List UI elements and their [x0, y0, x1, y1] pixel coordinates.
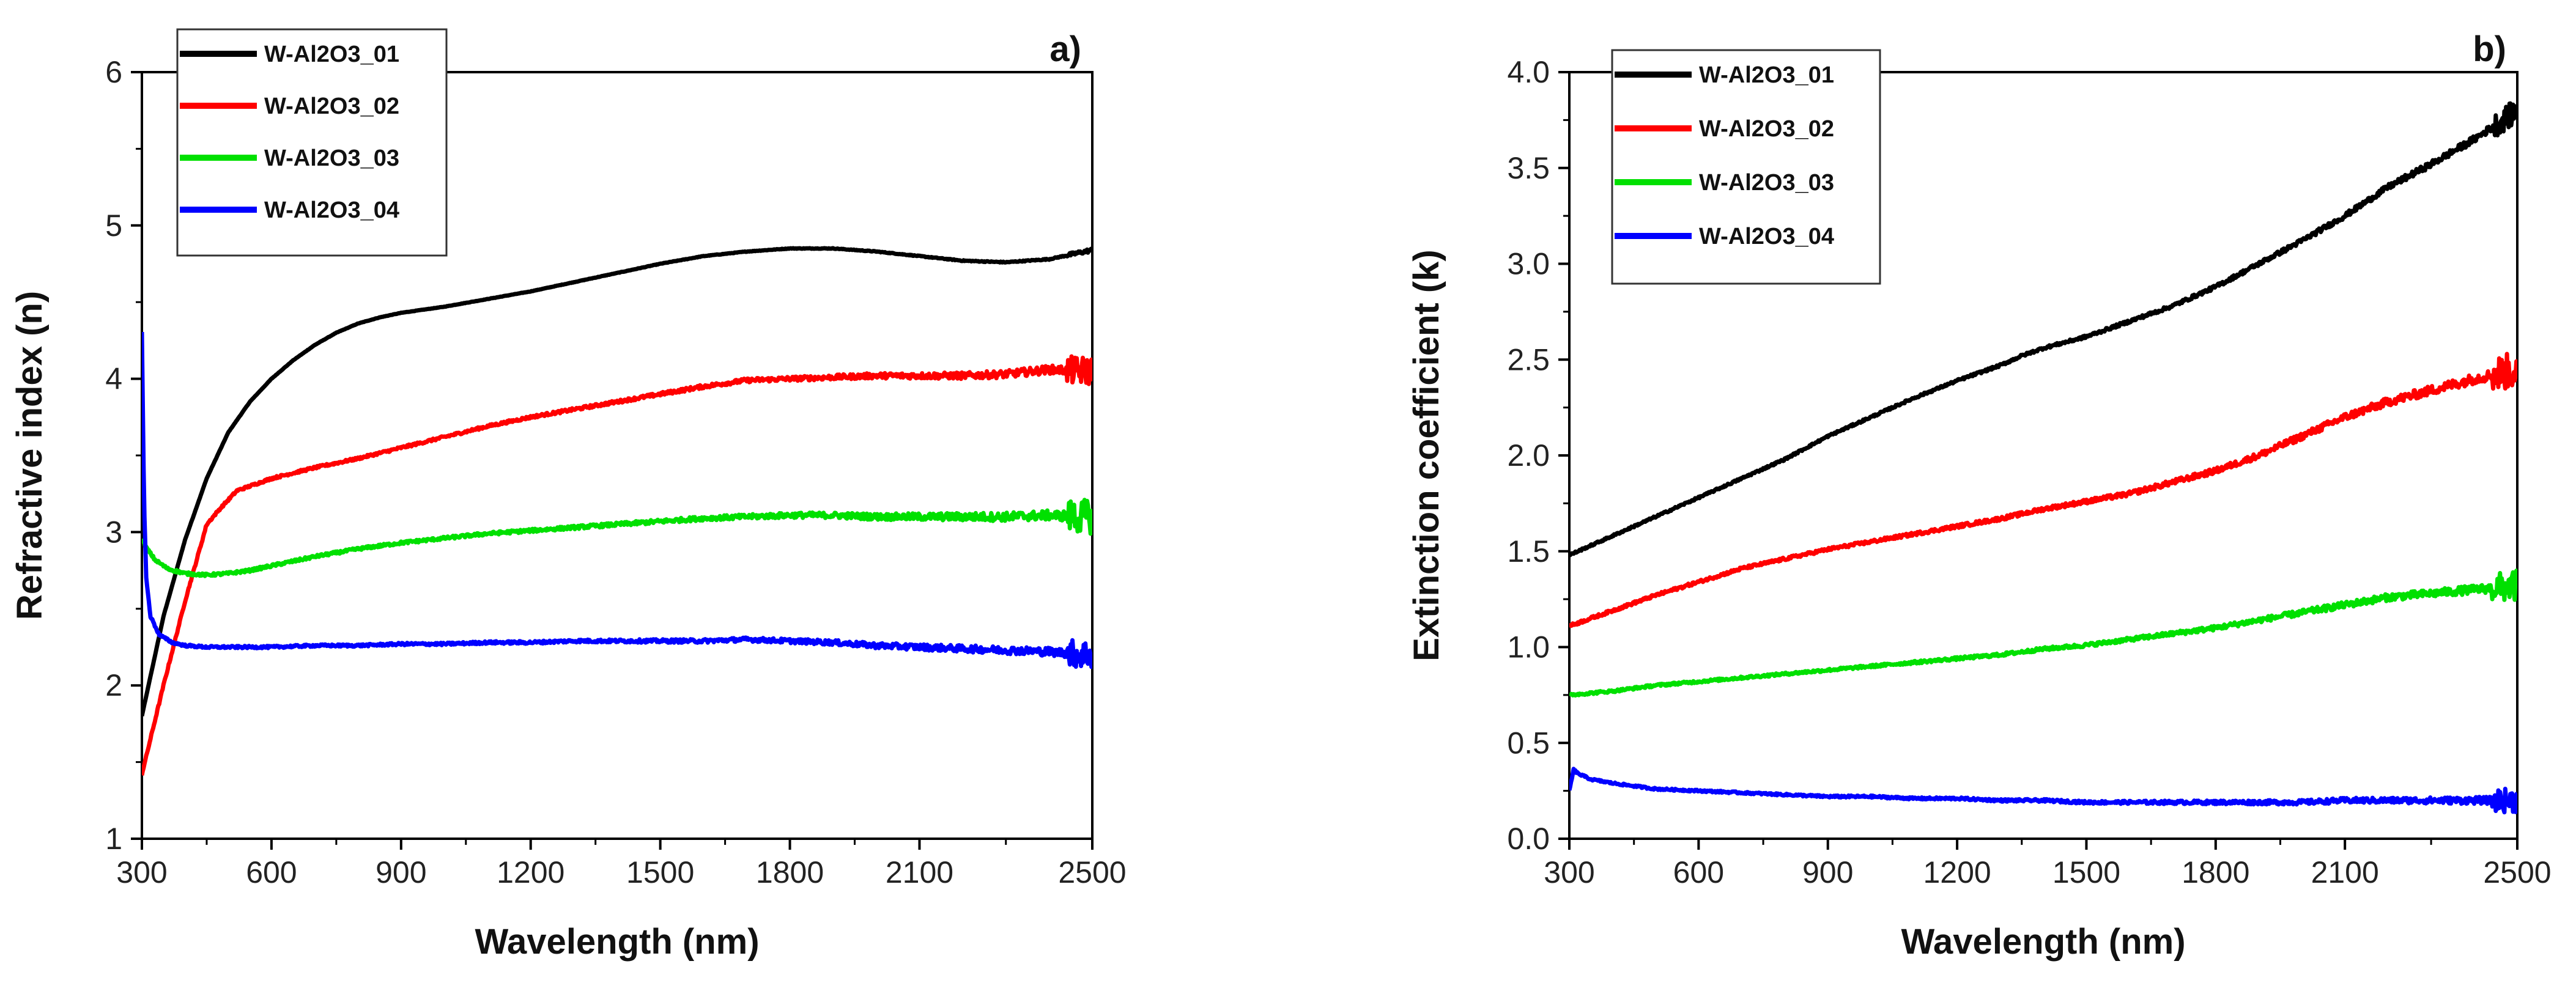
series-line-3	[142, 498, 1092, 578]
x-axis-title: Wavelength (nm)	[475, 922, 759, 962]
x-tick-label: 1800	[2182, 855, 2249, 889]
y-tick-label: 1.0	[1507, 630, 1550, 665]
x-tick-label: 600	[1673, 855, 1724, 889]
y-tick-label: 4	[105, 362, 122, 396]
x-tick-label: 2500	[2483, 855, 2551, 889]
legend-label-1: W-Al2O3_01	[264, 42, 399, 67]
legend-box	[1611, 49, 1881, 285]
x-tick-label: 1800	[756, 855, 824, 889]
series-line-2	[142, 354, 1092, 776]
x-axis-title: Wavelength (nm)	[1901, 922, 2185, 962]
legend-label-2: W-Al2O3_02	[1699, 116, 1834, 142]
panel-label: a)	[1049, 29, 1081, 69]
legend-box	[176, 28, 448, 257]
y-axis-title: Refractive index (n)	[10, 291, 50, 620]
series-line-1	[142, 246, 1092, 717]
series-line-1	[1569, 101, 2517, 558]
x-tick-label: 900	[1802, 855, 1853, 889]
x-tick-label: 900	[376, 855, 426, 889]
y-tick-label: 3	[105, 515, 122, 549]
chart-panel-2: 300 600 900 1200 1500 1800 2100 2500 0.0 0.5 1.0 1.…	[1407, 29, 2552, 962]
series-line-3	[1569, 569, 2517, 698]
y-tick-label: 2	[105, 668, 122, 702]
legend-label-3: W-Al2O3_03	[264, 145, 399, 171]
x-tick-label: 1500	[2052, 855, 2120, 889]
y-tick-label: 1.5	[1507, 534, 1550, 569]
x-tick-label: 2500	[1058, 855, 1126, 889]
series-line-2	[1569, 352, 2517, 628]
x-tick-label: 1200	[1923, 855, 1991, 889]
y-tick-label: 2.0	[1507, 438, 1550, 473]
series-line-4	[1569, 767, 2517, 815]
x-tick-label: 600	[246, 855, 297, 889]
legend-label-2: W-Al2O3_02	[264, 94, 399, 119]
x-tick-label: 2100	[2311, 855, 2379, 889]
y-tick-label: 2.5	[1507, 342, 1550, 377]
legend-label-1: W-Al2O3_01	[1699, 62, 1834, 88]
x-tick-label: 1500	[626, 855, 694, 889]
y-tick-label: 0.0	[1507, 822, 1550, 856]
series-line-4	[142, 331, 1092, 669]
y-tick-label: 3.0	[1507, 247, 1550, 281]
y-tick-label: 3.5	[1507, 151, 1550, 185]
x-tick-label: 2100	[886, 855, 953, 889]
y-axis-title: Extinction coefficient (k)	[1407, 249, 1446, 661]
y-tick-label: 0.5	[1507, 726, 1550, 760]
x-tick-label: 1200	[497, 855, 564, 889]
y-tick-label: 1	[105, 822, 122, 856]
y-tick-label: 6	[105, 55, 122, 89]
chart-panel-1: 300 600 900 1200 1500 1800 2100 2500 1 2 3 4 5 6 Wavel…	[10, 28, 1127, 962]
x-tick-label: 300	[1544, 855, 1594, 889]
panel-label: b)	[2473, 29, 2506, 69]
y-tick-label: 4.0	[1507, 55, 1550, 89]
legend-label-3: W-Al2O3_03	[1699, 170, 1834, 196]
legend-label-4: W-Al2O3_04	[264, 197, 399, 223]
y-tick-label: 5	[105, 208, 122, 243]
legend-label-4: W-Al2O3_04	[1699, 224, 1834, 249]
x-tick-label: 300	[116, 855, 167, 889]
